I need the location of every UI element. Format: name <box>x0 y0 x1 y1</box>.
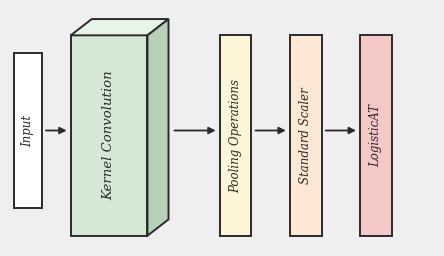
Text: Pooling Operations: Pooling Operations <box>229 79 242 193</box>
Bar <box>220 35 251 236</box>
Bar <box>360 35 392 236</box>
Polygon shape <box>71 19 169 35</box>
Text: Kernel Convolution: Kernel Convolution <box>103 71 115 200</box>
Polygon shape <box>147 19 169 236</box>
Bar <box>14 53 42 208</box>
Bar <box>290 35 321 236</box>
Bar <box>71 35 147 236</box>
Text: LogisticAT: LogisticAT <box>369 104 382 167</box>
Text: Input: Input <box>21 114 35 147</box>
Text: Standard Scaler: Standard Scaler <box>299 87 312 184</box>
